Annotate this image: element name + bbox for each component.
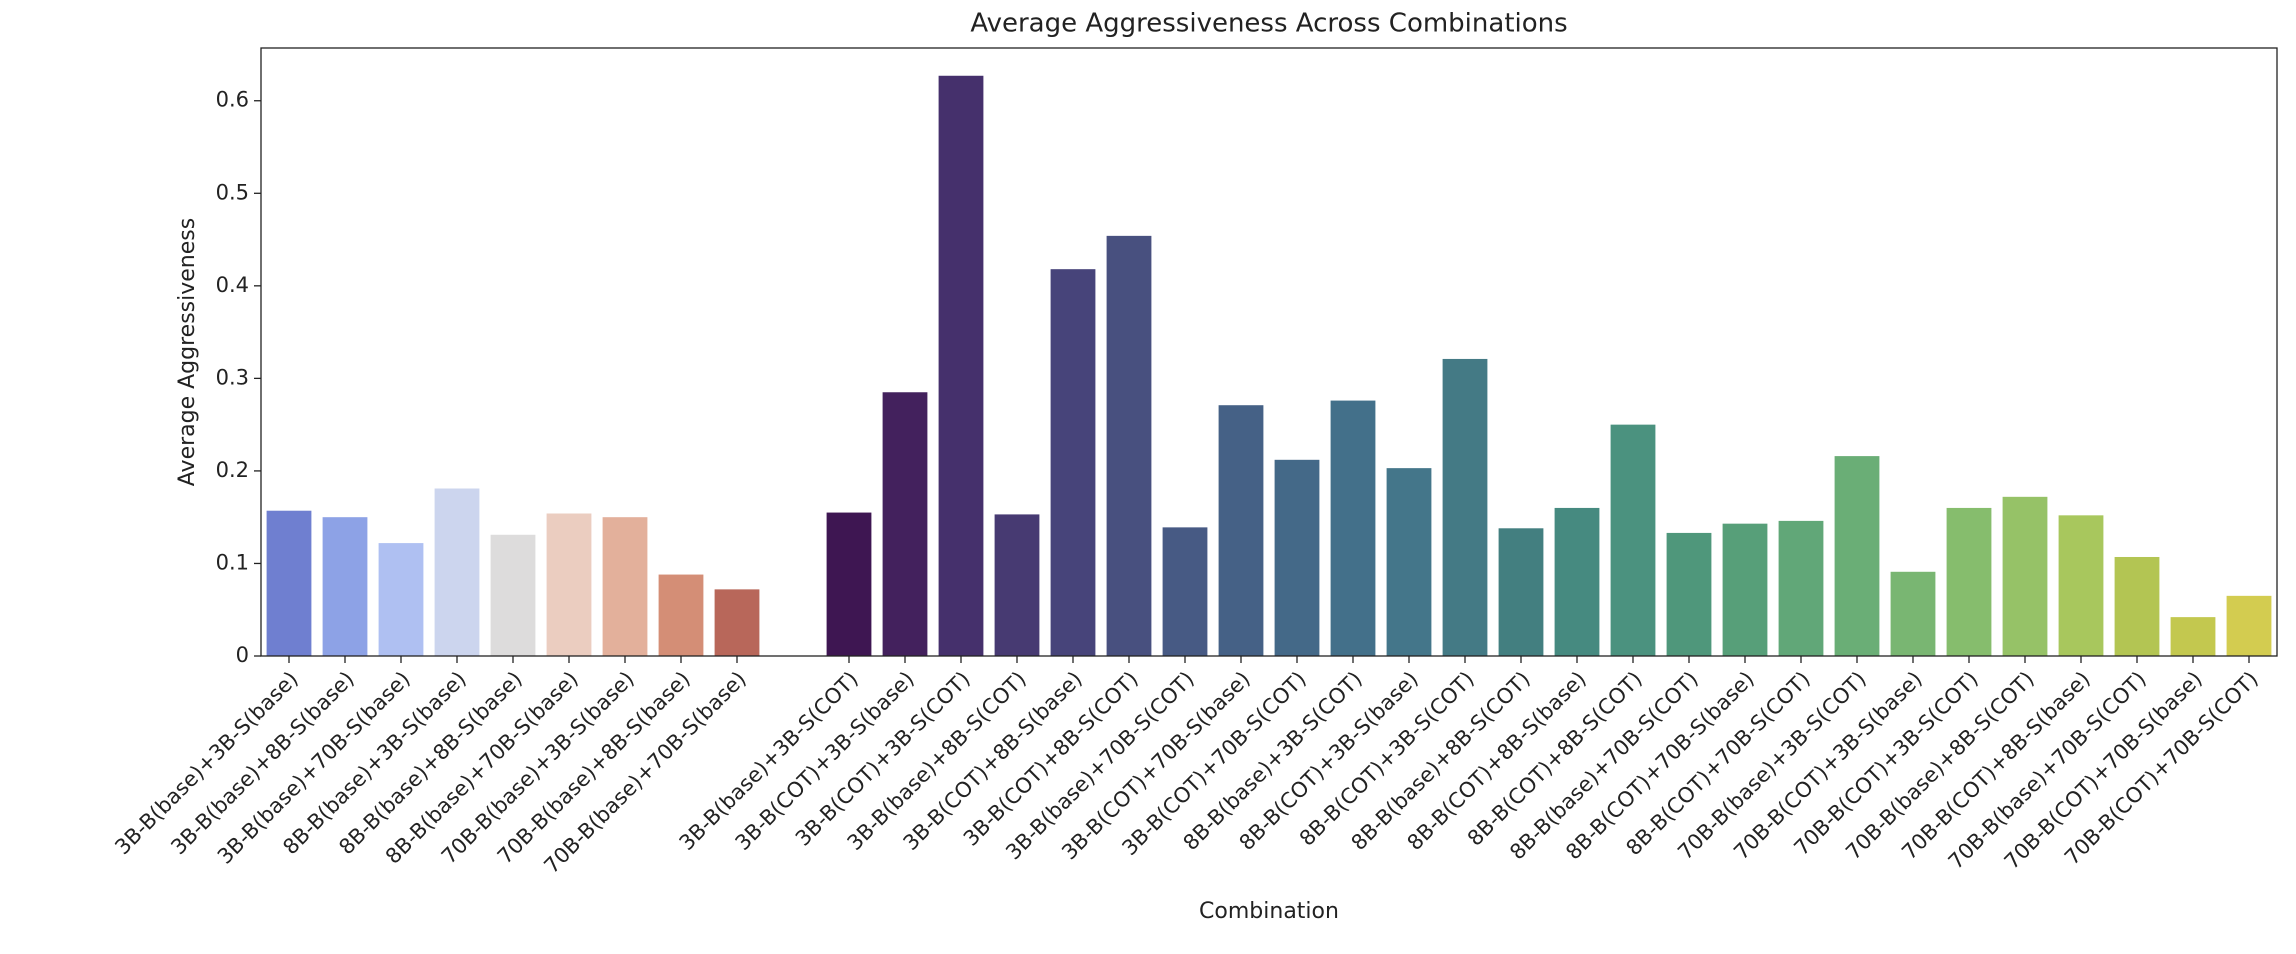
bar	[2002, 496, 2048, 656]
bar	[1162, 527, 1208, 656]
bar	[266, 510, 312, 656]
y-tick-label: 0.4	[216, 273, 249, 297]
y-tick-label: 0.5	[216, 180, 249, 204]
bar	[546, 513, 592, 656]
y-tick-label: 0	[236, 643, 249, 667]
bar	[714, 589, 760, 656]
bar	[882, 392, 928, 656]
y-axis-label: Average Aggressiveness	[175, 218, 200, 486]
bar	[938, 75, 984, 656]
bar	[1778, 520, 1824, 656]
bar	[1554, 507, 1600, 656]
chart-title: Average Aggressiveness Across Combinatio…	[970, 9, 1567, 39]
bar	[434, 488, 480, 656]
bar	[1274, 459, 1320, 656]
bar	[1106, 235, 1152, 656]
y-tick-label: 0.1	[216, 550, 249, 574]
bar	[1330, 400, 1376, 656]
bar	[1050, 269, 1096, 656]
bar	[1890, 571, 1936, 656]
bar	[1218, 405, 1264, 656]
bar	[1498, 528, 1544, 656]
bar	[1722, 523, 1768, 656]
y-tick-label: 0.2	[216, 458, 249, 482]
bar	[2058, 515, 2104, 656]
bar	[994, 514, 1040, 656]
bar	[1946, 507, 1992, 656]
x-axis-label: Combination	[1199, 899, 1339, 924]
bar	[2226, 595, 2272, 656]
bar	[602, 517, 648, 656]
bar	[1834, 456, 1880, 656]
bar	[1386, 468, 1432, 656]
bar	[658, 574, 704, 656]
bar	[826, 512, 872, 656]
y-tick-label: 0.6	[216, 88, 249, 112]
plot-frame	[260, 47, 2278, 657]
bar	[490, 534, 536, 656]
bar	[2114, 556, 2160, 656]
bar	[2170, 617, 2216, 656]
bar	[1666, 532, 1712, 656]
bar	[322, 517, 368, 656]
bar	[378, 543, 424, 656]
y-tick-label: 0.3	[216, 365, 249, 389]
bar	[1610, 424, 1656, 656]
bar	[1442, 358, 1488, 656]
